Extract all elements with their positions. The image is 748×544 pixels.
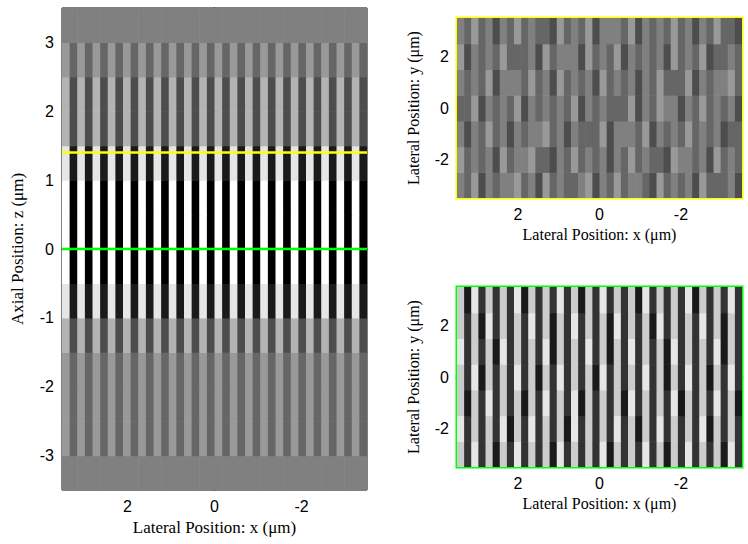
svg-text:3: 3 bbox=[45, 34, 54, 51]
svg-text:-3: -3 bbox=[40, 447, 54, 464]
svg-text:-2: -2 bbox=[435, 420, 449, 437]
svg-text:Lateral Position: y (μm): Lateral Position: y (μm) bbox=[405, 300, 423, 454]
svg-text:0: 0 bbox=[440, 100, 449, 117]
svg-text:Lateral Position: x (μm): Lateral Position: x (μm) bbox=[133, 518, 297, 537]
svg-text:1: 1 bbox=[45, 172, 54, 189]
svg-text:0: 0 bbox=[440, 369, 449, 386]
svg-text:2: 2 bbox=[514, 475, 523, 492]
svg-text:-2: -2 bbox=[674, 475, 688, 492]
svg-text:0: 0 bbox=[595, 475, 604, 492]
svg-text:2: 2 bbox=[514, 206, 523, 223]
svg-text:0: 0 bbox=[210, 498, 219, 515]
svg-text:2: 2 bbox=[440, 48, 449, 65]
svg-text:2: 2 bbox=[440, 317, 449, 334]
svg-text:Axial Position: z (μm): Axial Position: z (μm) bbox=[8, 173, 27, 325]
svg-text:Lateral Position: x (μm): Lateral Position: x (μm) bbox=[523, 495, 677, 513]
svg-text:-2: -2 bbox=[40, 378, 54, 395]
svg-text:Lateral Position: x (μm): Lateral Position: x (μm) bbox=[523, 226, 677, 244]
svg-text:0: 0 bbox=[595, 206, 604, 223]
svg-text:Lateral Position: y (μm): Lateral Position: y (μm) bbox=[405, 31, 423, 185]
svg-text:-2: -2 bbox=[674, 206, 688, 223]
svg-text:2: 2 bbox=[123, 498, 132, 515]
svg-text:2: 2 bbox=[45, 103, 54, 120]
svg-text:-1: -1 bbox=[40, 309, 54, 326]
svg-text:0: 0 bbox=[45, 241, 54, 258]
svg-text:-2: -2 bbox=[295, 498, 309, 515]
svg-text:-2: -2 bbox=[435, 151, 449, 168]
